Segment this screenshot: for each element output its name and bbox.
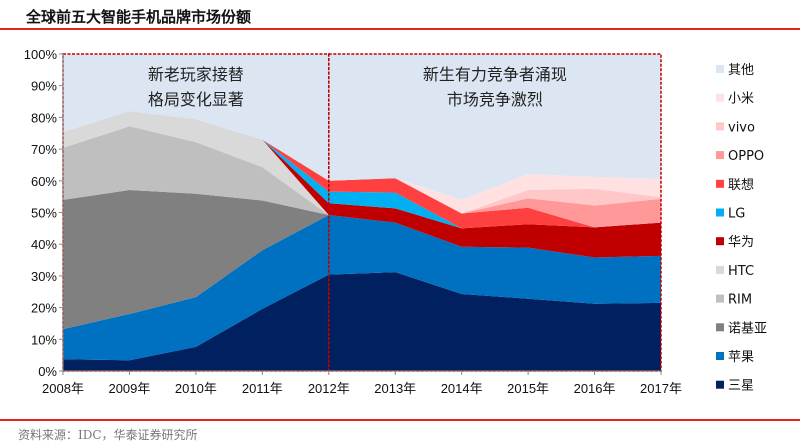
annotation-text: 新生有力竞争者涌现 <box>423 65 567 84</box>
legend-label: 诺基亚 <box>728 321 767 336</box>
area-诺基亚 <box>63 189 661 330</box>
area-LG <box>63 111 661 229</box>
y-tick-label: 50% <box>31 206 57 221</box>
legend-label: 其他 <box>728 63 754 78</box>
annotation-text: 市场竞争激烈 <box>447 90 543 109</box>
legend-label: 三星 <box>728 379 754 394</box>
y-tick-label: 60% <box>31 174 57 189</box>
y-tick-label: 0% <box>38 364 57 379</box>
y-tick-label: 10% <box>31 332 57 347</box>
legend-swatch <box>716 265 724 274</box>
page-title: 全球前五大智能手机品牌市场份额 <box>26 8 252 26</box>
legend-label: 小米 <box>728 92 754 107</box>
legend-swatch <box>716 122 724 131</box>
annotation-text: 格局变化显著 <box>148 90 244 109</box>
legend-label: 苹果 <box>728 350 754 365</box>
y-tick-label: 20% <box>31 301 57 316</box>
x-tick-label: 2009年 <box>108 381 150 396</box>
y-tick-label: 70% <box>31 142 57 157</box>
y-tick-label: 30% <box>31 269 57 284</box>
area-layers <box>63 54 661 371</box>
area-其他 <box>63 54 661 200</box>
area-华为 <box>63 111 661 258</box>
y-tick-label: 90% <box>31 79 57 94</box>
legend-label: vivo <box>728 120 755 135</box>
x-tick-label: 2016年 <box>574 381 616 396</box>
y-tick-label: 100% <box>24 47 58 62</box>
legend-label: OPPO <box>728 149 764 164</box>
legend-swatch <box>716 380 724 389</box>
legend-swatch <box>716 65 724 73</box>
legend-item-OPPO: OPPO <box>716 149 764 164</box>
legend-item-诺基亚: 诺基亚 <box>716 321 767 336</box>
x-tick-label: 2010年 <box>175 381 217 396</box>
legend-label: 联想 <box>728 177 754 193</box>
area-RIM <box>63 126 661 258</box>
legend-item-华为: 华为 <box>716 235 754 250</box>
footer-rule <box>0 419 800 421</box>
source-note: 资料来源：IDC，华泰证券研究所 <box>18 428 198 442</box>
x-tick-label: 2015年 <box>507 381 549 396</box>
area-小米 <box>63 111 661 214</box>
annotation-text: 新老玩家接替 <box>148 65 244 84</box>
x-tick-label: 2017年 <box>640 381 682 396</box>
legend-swatch <box>716 294 724 303</box>
legend-label: 华为 <box>728 235 754 250</box>
x-tick-label: 2014年 <box>441 381 483 396</box>
legend-item-小米: 小米 <box>716 92 754 107</box>
legend-swatch <box>716 151 724 160</box>
legend-label: HTC <box>728 264 754 279</box>
legend-swatch <box>716 352 724 360</box>
legend-item-苹果: 苹果 <box>716 350 754 365</box>
legend-item-HTC: HTC <box>716 264 754 279</box>
x-tick-label: 2012年 <box>308 381 350 396</box>
legend-swatch <box>716 179 724 188</box>
y-tick-label: 80% <box>31 110 57 125</box>
x-tick-label: 2008年 <box>42 381 84 396</box>
area-OPPO <box>63 111 661 228</box>
area-三星 <box>63 272 661 371</box>
x-tick-label: 2011年 <box>242 381 283 396</box>
legend-item-vivo: vivo <box>716 120 755 135</box>
legend-item-联想: 联想 <box>716 177 754 193</box>
stacked-area-chart: 0% 10% 20% 30% 40% 50% 60% 70% 80% 90% 100% 2008年 20… <box>24 47 767 396</box>
legend-item-RIM: RIM <box>716 293 752 308</box>
legend-item-其他: 其他 <box>716 63 754 78</box>
legend-label: RIM <box>728 293 752 308</box>
area-vivo <box>63 111 661 214</box>
legend-item-三星: 三星 <box>716 379 754 394</box>
legend-swatch <box>716 208 724 217</box>
x-tick-label: 2013年 <box>374 381 416 396</box>
legend-swatch <box>716 93 724 102</box>
legend-item-LG: LG <box>716 207 745 222</box>
axes: 0% 10% 20% 30% 40% 50% 60% 70% 80% 90% 100% 2008年 20… <box>24 47 682 396</box>
y-tick-label: 40% <box>31 237 57 252</box>
legend-swatch <box>716 237 724 246</box>
legend-swatch <box>716 323 724 332</box>
title-rule <box>0 28 800 30</box>
area-HTC <box>63 111 661 258</box>
area-苹果 <box>63 215 661 361</box>
legend-label: LG <box>728 207 745 222</box>
